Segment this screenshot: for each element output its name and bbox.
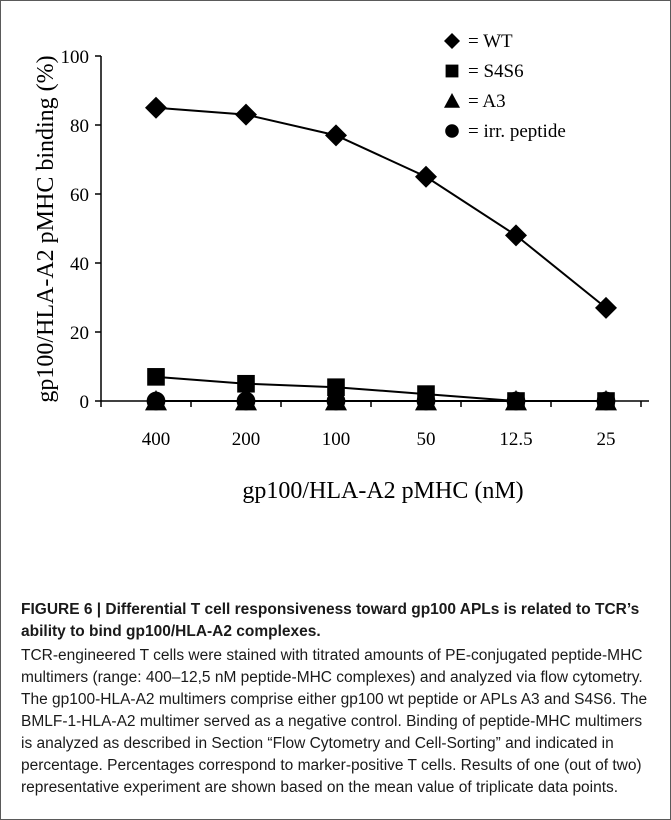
x-tick-label: 12.5 [499, 429, 532, 450]
data-point-triangle [235, 390, 257, 411]
caption-body: TCR-engineered T cells were stained with… [21, 647, 648, 796]
data-point-triangle [145, 390, 167, 411]
y-tick-label: 20 [70, 323, 89, 344]
x-tick-label: 200 [232, 429, 261, 450]
data-point-square [147, 368, 165, 386]
x-axis-title: gp100/HLA-A2 pMHC (nM) [242, 478, 523, 504]
x-tick-label: 100 [322, 429, 351, 450]
y-tick-label: 40 [70, 254, 89, 275]
data-point-diamond [235, 103, 257, 126]
series-line-square [155, 375, 606, 402]
legend-marker-diamond [444, 33, 460, 49]
data-point-square [237, 374, 255, 393]
caption-title: FIGURE 6 | Differential T cell responsiv… [21, 601, 640, 640]
data-point-diamond [145, 96, 167, 119]
x-tick-label: 50 [417, 429, 436, 450]
y-tick-label: 100 [61, 47, 90, 68]
y-axis-title: gp100/HLA-A2 pMHC binding (%) [33, 55, 59, 402]
x-tick-label: 25 [597, 429, 616, 450]
data-point-triangle [325, 390, 347, 411]
legend-marker-circle [445, 124, 459, 138]
y-tick-label: 60 [70, 185, 89, 206]
chart: 0 20 40 60 80 100 400 200 100 50 12.5 25 = WT = S4S6… [33, 31, 649, 504]
x-tick-label: 400 [142, 429, 171, 450]
y-tick-label: 0 [80, 392, 90, 413]
data-point-diamond [325, 124, 347, 147]
data-point-square [417, 385, 435, 403]
legend-marker-square [445, 64, 459, 78]
legend: = WT = S4S6 = A3 = irr. peptide [444, 31, 566, 142]
data-point-diamond [415, 165, 437, 188]
legend-label: = A3 [468, 91, 506, 112]
legend-label: = irr. peptide [468, 121, 566, 142]
legend-label: = S4S6 [468, 61, 524, 82]
data-point-square [327, 378, 345, 396]
figure-caption: FIGURE 6 | Differential T cell responsiv… [21, 599, 657, 799]
legend-label: = WT [468, 31, 513, 52]
y-tick-label: 80 [70, 116, 89, 137]
data-point-square [597, 392, 615, 410]
axes: 0 20 40 60 80 100 400 200 100 50 12.5 25 [61, 47, 649, 450]
data-point-diamond [505, 224, 527, 247]
legend-marker-triangle [444, 93, 460, 108]
series-layer [145, 96, 617, 411]
data-point-diamond [595, 296, 617, 319]
data-point-square [507, 392, 525, 410]
series-line-diamond [155, 106, 607, 309]
